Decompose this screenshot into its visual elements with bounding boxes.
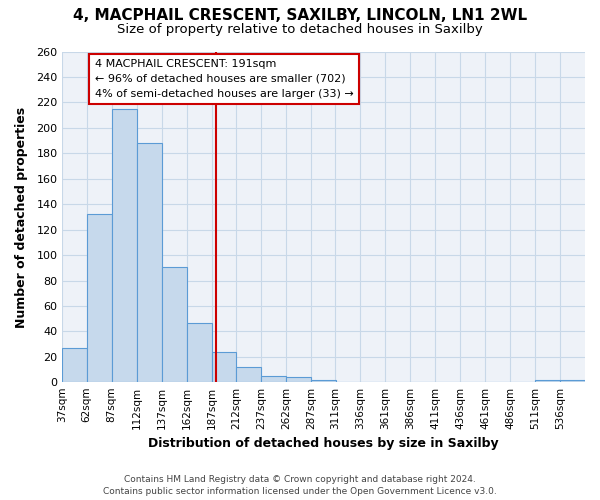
Bar xyxy=(262,376,286,382)
Bar xyxy=(62,348,87,382)
Bar xyxy=(112,109,137,382)
Text: Contains HM Land Registry data © Crown copyright and database right 2024.
Contai: Contains HM Land Registry data © Crown c… xyxy=(103,474,497,496)
Y-axis label: Number of detached properties: Number of detached properties xyxy=(15,106,28,328)
Bar xyxy=(87,214,112,382)
Bar xyxy=(187,322,212,382)
Bar xyxy=(560,380,585,382)
Bar xyxy=(311,380,337,382)
Text: 4, MACPHAIL CRESCENT, SAXILBY, LINCOLN, LN1 2WL: 4, MACPHAIL CRESCENT, SAXILBY, LINCOLN, … xyxy=(73,8,527,22)
Bar xyxy=(137,143,161,382)
X-axis label: Distribution of detached houses by size in Saxilby: Distribution of detached houses by size … xyxy=(148,437,499,450)
Bar xyxy=(236,367,262,382)
Bar xyxy=(535,380,560,382)
Bar xyxy=(286,378,311,382)
Bar xyxy=(161,266,187,382)
Text: Size of property relative to detached houses in Saxilby: Size of property relative to detached ho… xyxy=(117,22,483,36)
Bar xyxy=(212,352,236,382)
Text: 4 MACPHAIL CRESCENT: 191sqm
← 96% of detached houses are smaller (702)
4% of sem: 4 MACPHAIL CRESCENT: 191sqm ← 96% of det… xyxy=(95,59,353,98)
